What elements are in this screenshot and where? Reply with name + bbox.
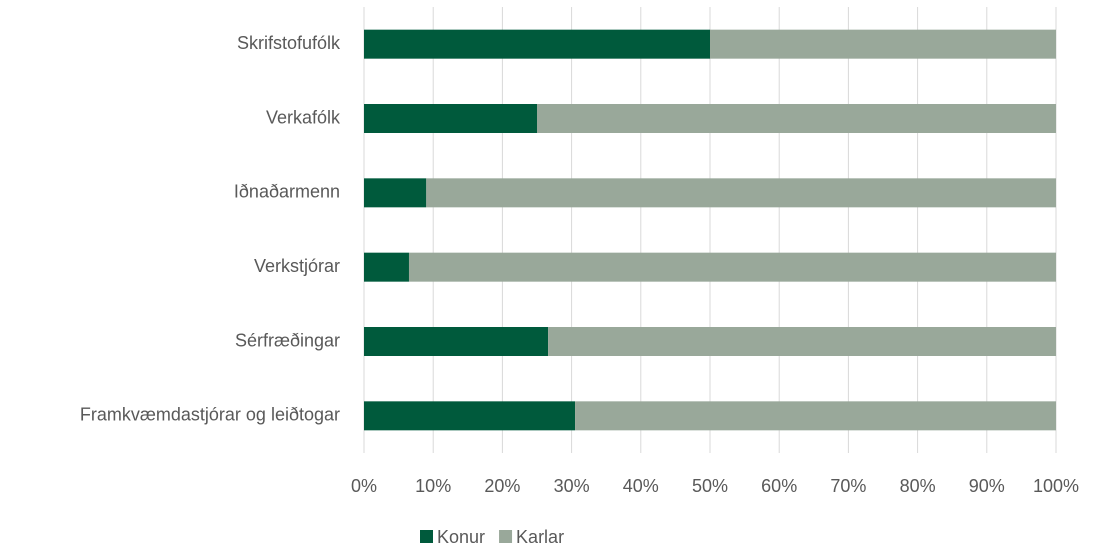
bar-segment (575, 401, 1056, 431)
bar-segment (364, 327, 549, 356)
y-tick-label: Framkvæmdastjórar og leiðtogar (80, 405, 340, 425)
y-tick-label: Iðnaðarmenn (234, 182, 340, 202)
bar-segment (364, 104, 537, 133)
y-tick-label: Sérfræðingar (235, 330, 340, 350)
y-tick-label: Verkstjórar (254, 256, 340, 276)
x-tick-label: 10% (415, 476, 451, 496)
bar-segment (364, 401, 576, 431)
bar-segment (710, 29, 1056, 59)
x-tick-label: 30% (554, 476, 590, 496)
bar-segment (364, 178, 427, 208)
x-tick-label: 90% (969, 476, 1005, 496)
bar-segment (426, 178, 1056, 208)
x-tick-label: 80% (900, 476, 936, 496)
x-tick-label: 100% (1033, 476, 1079, 496)
x-tick-label: 50% (692, 476, 728, 496)
legend-swatch (499, 530, 513, 543)
legend-swatch (420, 530, 433, 543)
x-tick-label: 20% (484, 476, 520, 496)
bar-segment (364, 252, 409, 282)
legend-label: Konur (437, 527, 485, 547)
bar-segment (537, 104, 1056, 133)
bar-segment (364, 29, 710, 59)
y-tick-label: Skrifstofufólk (237, 33, 341, 53)
x-tick-label: 60% (761, 476, 797, 496)
legend-label: Karlar (516, 527, 564, 547)
bar-segment (408, 252, 1057, 282)
x-tick-label: 40% (623, 476, 659, 496)
x-tick-label: 0% (351, 476, 377, 496)
x-tick-label: 70% (830, 476, 866, 496)
bar-segment (548, 327, 1056, 356)
y-tick-label: Verkafólk (266, 107, 341, 127)
